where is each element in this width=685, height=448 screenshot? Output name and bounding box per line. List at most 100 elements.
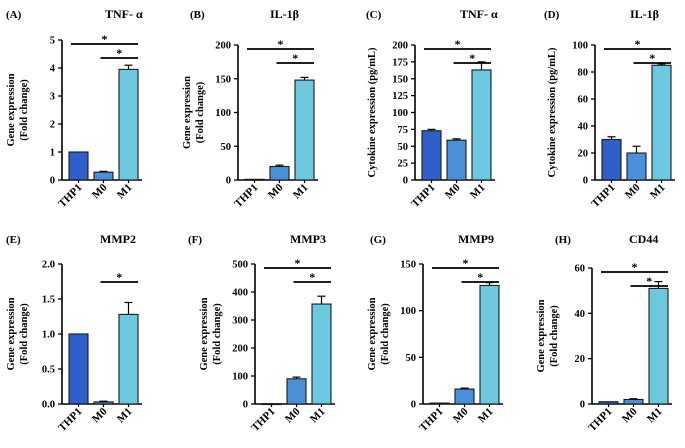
panel-label: (E) [6, 234, 21, 246]
y-tick-label: 0 [226, 176, 231, 187]
significance-star: * [477, 270, 483, 284]
y-tick-label: 5 [50, 36, 55, 47]
bar-m0 [93, 171, 114, 181]
bar-m0 [626, 152, 647, 181]
bar-m0 [269, 165, 290, 181]
y-axis-label: Gene expression [6, 73, 17, 146]
y-tick-label: 2.0 [42, 260, 55, 271]
panel-label: (D) [544, 9, 560, 21]
chart-title: TNF- α [105, 7, 143, 21]
y-tick-label: 150 [215, 74, 231, 85]
y-tick-label: 100 [572, 41, 588, 52]
y-tick-label: 50 [406, 353, 417, 364]
y-tick-label: 125 [392, 91, 408, 102]
y-tick-label: 200 [232, 344, 248, 355]
bar-m1 [311, 303, 332, 405]
bar-thp1 [601, 138, 622, 181]
significance-star: * [463, 256, 469, 270]
y-axis-label-line2: (Fold change) [380, 303, 391, 365]
significance-star: * [116, 46, 122, 60]
bar-m0 [454, 388, 475, 405]
y-tick-label: 500 [232, 260, 248, 271]
y-tick-label: 3 [50, 92, 55, 103]
bar-thp1 [68, 333, 89, 405]
significance-star: * [278, 37, 284, 51]
significance-star: * [455, 37, 461, 51]
y-tick-label: 0 [580, 400, 585, 411]
x-tick-label: M0 [451, 405, 471, 425]
significance-star: * [649, 51, 655, 65]
y-axis-label-line2: (Fold change) [212, 303, 223, 365]
x-tick-label: M0 [266, 181, 286, 201]
y-tick-label: 1.5 [42, 295, 55, 306]
significance-star: * [292, 51, 298, 65]
y-axis-label-line2: (Fold change) [195, 81, 206, 143]
x-tick-label: THP1 [586, 406, 614, 434]
significance-star: * [295, 256, 301, 270]
x-tick-label: M0 [443, 181, 463, 201]
significance-star: * [635, 37, 641, 51]
y-axis-label: Gene expression [367, 297, 378, 370]
chart-title: MMP3 [290, 232, 326, 246]
chart-panel-1: (A) TNF- α Gene expression (Fold change) 0 1 2… [6, 7, 143, 210]
bar-m1 [648, 287, 669, 405]
y-tick-label: 400 [232, 288, 248, 299]
panel-label: (C) [366, 9, 382, 21]
bar-m1 [651, 64, 672, 181]
chart-panel-5: (E) MMP2 Gene expression (Fold change) 0.0 0.… [6, 232, 142, 434]
x-tick-label: M1 [308, 406, 328, 426]
y-axis-label: Gene expression [182, 76, 193, 149]
y-tick-label: 80 [578, 68, 589, 79]
chart-panel-4: (D) IL-1β Cytokine expression (pg/mL) 0 20 40… [544, 7, 675, 210]
bar-thp1 [421, 130, 442, 181]
y-tick-label: 100 [392, 108, 408, 119]
y-tick-label: 200 [392, 41, 408, 52]
x-tick-label: M0 [623, 181, 643, 201]
panel-label: (B) [190, 9, 205, 21]
y-tick-label: 25 [398, 159, 409, 170]
y-tick-label: 200 [215, 41, 231, 52]
y-axis-label-line2: (Fold change) [19, 79, 30, 141]
x-tick-label: THP1 [409, 182, 437, 210]
x-tick-label: M1 [648, 182, 668, 202]
chart-title: MMP9 [458, 232, 494, 246]
significance-star: * [469, 51, 475, 65]
bar-thp1 [598, 401, 619, 405]
y-tick-label: 20 [575, 354, 586, 365]
y-tick-label: 4 [50, 64, 56, 75]
bar-m1 [479, 284, 500, 405]
significance-star: * [646, 274, 652, 288]
x-tick-label: M1 [115, 406, 135, 426]
y-tick-label: 150 [400, 260, 416, 271]
panel-label: (G) [370, 234, 386, 246]
x-tick-label: M0 [620, 405, 640, 425]
x-tick-label: THP1 [249, 406, 277, 434]
y-tick-label: 1 [50, 148, 55, 159]
y-axis-label: Cytokine expression (pg/mL) [367, 47, 378, 177]
y-tick-label: 0 [403, 176, 408, 187]
y-tick-label: 0 [50, 176, 55, 187]
y-tick-label: 75 [398, 125, 409, 136]
x-tick-label: THP1 [232, 182, 260, 210]
significance-star: * [102, 32, 108, 46]
y-tick-label: 100 [232, 372, 248, 383]
significance-star: * [309, 270, 315, 284]
y-axis-label: Gene expression [199, 297, 210, 370]
significance-star: * [632, 260, 638, 274]
y-axis-label: Gene expression [6, 297, 17, 370]
bar-thp1 [429, 402, 450, 405]
x-tick-label: M1 [115, 182, 135, 202]
bar-m1 [294, 79, 315, 181]
panel-label: (F) [188, 234, 202, 246]
bar-thp1 [68, 151, 89, 181]
y-tick-label: 60 [575, 264, 586, 275]
x-tick-label: M0 [283, 405, 303, 425]
significance-star: * [116, 270, 122, 284]
y-tick-label: 2 [50, 120, 55, 131]
y-tick-label: 40 [575, 309, 586, 320]
chart-panel-6: (F) MMP3 Gene expression (Fold change) 0 100 2… [188, 232, 335, 434]
y-tick-label: 150 [392, 74, 408, 85]
chart-title: MMP2 [100, 232, 136, 246]
y-tick-label: 100 [215, 108, 231, 119]
